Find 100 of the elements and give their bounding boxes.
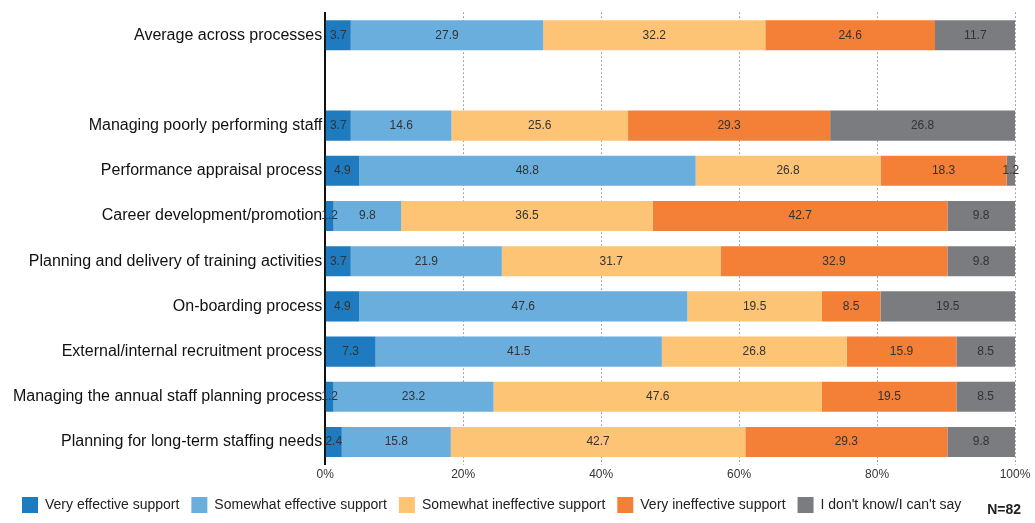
bar [661,336,847,367]
bar [947,246,1015,277]
bar [947,426,1015,458]
bar [934,20,1015,51]
data-label: 19.5 [877,389,902,404]
data-label: 25.6 [528,117,552,132]
x-tick-label: 60% [727,467,752,482]
bar [450,426,746,458]
bar [821,291,881,322]
data-label: 9.8 [972,434,990,449]
bar [956,336,1015,367]
bar [493,381,822,412]
bar [956,381,1015,412]
data-label: 21.9 [414,253,439,268]
data-label: 3.7 [329,27,347,42]
y-tick-label: Performance appraisal process [100,161,323,179]
y-tick-label: Career development/promotion [101,206,323,224]
data-label: 27.9 [435,27,459,42]
bar [947,200,1015,232]
data-label: 4.9 [334,163,352,178]
bar [350,20,544,51]
bar [880,291,1015,322]
bar [765,20,935,51]
bar [359,291,688,322]
bar [846,336,957,367]
legend-label: I don't know/I can't say [820,495,962,512]
bar [341,426,451,458]
bar [652,200,948,232]
bar [830,110,1015,141]
data-label: 19.5 [936,298,960,313]
data-label: 23.2 [401,389,426,404]
x-tick-label: 80% [865,467,890,482]
data-label: 8.5 [842,298,860,313]
x-tick-label: 20% [451,467,476,482]
bar [543,20,766,51]
bar [375,336,662,367]
bar [350,110,452,141]
data-label: 4.9 [334,298,352,313]
bar [687,291,822,322]
bar [325,110,351,141]
bar [745,426,948,458]
bar [720,246,948,277]
data-label: 47.6 [646,389,670,404]
data-label: 41.5 [507,343,531,358]
legend-label: Very effective support [45,495,180,512]
bar [401,200,653,232]
y-tick-label: On-boarding process [172,296,323,314]
y-tick-label: Managing poorly performing staff [88,116,323,134]
bar [325,336,376,367]
data-label: 8.5 [977,389,995,404]
data-label: 11.7 [964,27,987,42]
data-label: 24.6 [838,27,863,42]
data-label: 9.8 [358,208,376,223]
data-label: 9.8 [972,253,990,268]
y-tick-label: Average across processes [134,25,323,43]
data-label: 29.3 [717,117,742,132]
data-label: 29.3 [834,434,859,449]
x-tick-label: 40% [589,467,614,482]
data-label: 42.7 [586,434,611,449]
data-label: 3.7 [329,253,347,268]
bar [359,155,696,186]
data-label: 32.2 [642,27,667,42]
y-tick-label: Planning for long-term staffing needs [61,432,323,450]
legend-label: Somewhat ineffective support [421,495,606,512]
data-label: 2.4 [325,434,343,449]
data-label: 26.8 [742,343,767,358]
bar [325,20,351,51]
bar [325,291,360,322]
bar [350,246,502,277]
bar [451,110,629,141]
data-label: 9.8 [972,208,990,223]
bar [695,155,881,186]
data-label: 15.8 [384,434,409,449]
bar [628,110,831,141]
data-label: 8.5 [977,343,995,358]
bar [325,155,360,186]
data-label: 32.9 [822,253,846,268]
data-label: 36.5 [515,208,540,223]
x-tick-label: 0% [316,467,335,482]
data-label: 15.9 [889,343,914,358]
text: N=82 [987,501,1021,517]
data-label: 18.3 [931,163,956,178]
bar [501,246,721,277]
data-label: 26.8 [776,163,801,178]
data-label: 14.6 [389,117,414,132]
y-tick-label: Planning and delivery of training activities [28,251,323,269]
legend-label: Very ineffective support [640,495,786,512]
data-label: 47.6 [511,298,536,313]
bar [821,381,957,412]
data-label: 19.5 [742,298,767,313]
y-tick-label: External/internal recruitment process [61,342,323,360]
y-tick-label: Managing the annual staff planning process [12,387,323,405]
data-label: 42.7 [788,208,813,223]
x-tick-label: 100% [999,467,1031,482]
bar [325,246,351,277]
data-label: 26.8 [910,117,935,132]
data-label: 31.7 [599,253,624,268]
data-label: 3.7 [329,117,347,132]
legend-label: Somewhat effective support [214,495,387,512]
data-label: 7.3 [342,343,360,358]
